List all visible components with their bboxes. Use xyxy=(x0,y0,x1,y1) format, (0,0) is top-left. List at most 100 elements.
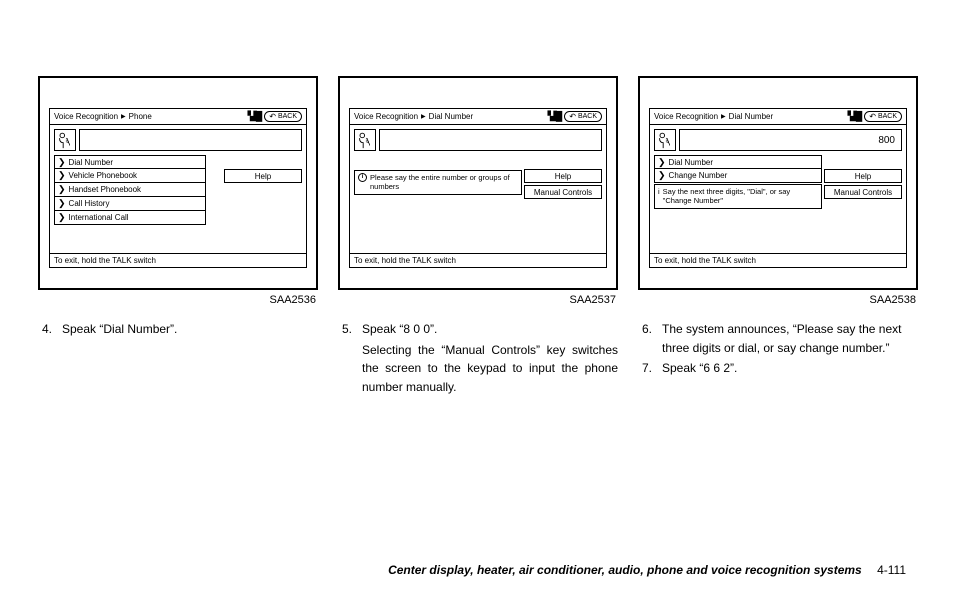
message-text: Please say the entire number or groups o… xyxy=(370,173,518,192)
help-button[interactable]: Help xyxy=(224,169,302,183)
voice-command-icon: ❯ xyxy=(58,157,66,168)
figure-number: SAA2536 xyxy=(38,294,318,306)
menu-item-vehicle-phonebook[interactable]: ❯Vehicle Phonebook xyxy=(54,169,206,183)
voice-input-row xyxy=(354,129,602,151)
back-label: BACK xyxy=(278,113,297,120)
info-icon: i xyxy=(658,187,660,206)
input-value: 800 xyxy=(878,135,895,146)
voice-input-field[interactable] xyxy=(79,129,302,151)
footer-text: To exit, hold the TALK switch xyxy=(354,256,456,265)
instruction-message: i Please say the entire number or groups… xyxy=(354,170,522,195)
screen-inner: Voice Recognition ▶ Phone ▝▟█ ↶BACK xyxy=(49,108,307,268)
signal-icon: ▝▟█ xyxy=(544,111,561,122)
header-right: ▝▟█ ↶BACK xyxy=(244,111,302,122)
figure-3: Voice Recognition ▶ Dial Number ▝▟█ ↶BAC… xyxy=(638,76,918,306)
screen-panel-3: Voice Recognition ▶ Dial Number ▝▟█ ↶BAC… xyxy=(638,76,918,290)
back-arrow-icon: ↶ xyxy=(269,112,276,121)
steps-3: 6. The system announces, “Please say the… xyxy=(638,320,918,378)
voice-command-icon: ❯ xyxy=(58,198,66,209)
menu-item-handset-phonebook[interactable]: ❯Handset Phonebook xyxy=(54,183,206,197)
figure-number: SAA2538 xyxy=(638,294,918,306)
voice-command-icon: ❯ xyxy=(658,170,666,181)
button-label: Help xyxy=(855,172,871,181)
button-label: Manual Controls xyxy=(534,188,592,197)
step-6: 6. The system announces, “Please say the… xyxy=(638,320,918,357)
header-right: ▝▟█ ↶BACK xyxy=(544,111,602,122)
step-5: 5. Speak “8 0 0”. xyxy=(338,320,618,339)
chevron-right-icon: ▶ xyxy=(721,113,726,120)
button-label: Help xyxy=(255,172,271,181)
footer-text: To exit, hold the TALK switch xyxy=(654,256,756,265)
menu-list: ❯Dial Number ❯Vehicle Phonebook ❯Handset… xyxy=(54,155,206,225)
instruction-message: i Say the next three digits, "Dial", or … xyxy=(654,184,822,209)
step-7: 7. Speak “6 6 2”. xyxy=(638,359,918,378)
voice-command-icon: ❯ xyxy=(58,212,66,223)
menu-item-international-call[interactable]: ❯International Call xyxy=(54,211,206,225)
manual-page: Voice Recognition ▶ Phone ▝▟█ ↶BACK xyxy=(0,0,954,603)
menu-item-call-history[interactable]: ❯Call History xyxy=(54,197,206,211)
back-label: BACK xyxy=(878,113,897,120)
back-arrow-icon: ↶ xyxy=(869,112,876,121)
item-label: Dial Number xyxy=(669,158,713,167)
item-label: Handset Phonebook xyxy=(69,185,142,194)
voice-command-icon: ❯ xyxy=(58,170,66,181)
menu-list: ❯Dial Number ❯Change Number xyxy=(654,155,822,183)
chevron-right-icon: ▶ xyxy=(121,113,126,120)
screen-inner: Voice Recognition ▶ Dial Number ▝▟█ ↶BAC… xyxy=(349,108,607,268)
figure-number: SAA2537 xyxy=(338,294,618,306)
manual-controls-button[interactable]: Manual Controls xyxy=(824,185,902,199)
back-button[interactable]: ↶BACK xyxy=(564,111,602,122)
back-button[interactable]: ↶BACK xyxy=(864,111,902,122)
button-label: Manual Controls xyxy=(834,188,892,197)
back-label: BACK xyxy=(578,113,597,120)
steps-1: 4. Speak “Dial Number”. xyxy=(38,320,318,339)
screen-footer: To exit, hold the TALK switch xyxy=(350,253,606,267)
steps-2: 5. Speak “8 0 0”. Selecting the “Manual … xyxy=(338,320,618,396)
side-buttons: Help Manual Controls xyxy=(824,169,902,199)
screen-panel-1: Voice Recognition ▶ Phone ▝▟█ ↶BACK xyxy=(38,76,318,290)
step-number: 4. xyxy=(38,320,52,339)
crumb-0: Voice Recognition xyxy=(654,112,718,121)
step-number: 5. xyxy=(338,320,352,339)
info-icon: i xyxy=(358,173,367,182)
screen-inner: Voice Recognition ▶ Dial Number ▝▟█ ↶BAC… xyxy=(649,108,907,268)
message-text: Say the next three digits, "Dial", or sa… xyxy=(663,187,818,206)
figure-1: Voice Recognition ▶ Phone ▝▟█ ↶BACK xyxy=(38,76,318,306)
help-button[interactable]: Help xyxy=(524,169,602,183)
item-label: Dial Number xyxy=(69,158,113,167)
signal-icon: ▝▟█ xyxy=(844,111,861,122)
col-3: Voice Recognition ▶ Dial Number ▝▟█ ↶BAC… xyxy=(638,76,918,396)
item-label: Change Number xyxy=(669,171,728,180)
back-button[interactable]: ↶BACK xyxy=(264,111,302,122)
step-text: Speak “8 0 0”. xyxy=(362,320,618,339)
footer-text: To exit, hold the TALK switch xyxy=(54,256,156,265)
step-text: The system announces, “Please say the ne… xyxy=(662,320,918,357)
crumb-1: Phone xyxy=(129,112,152,121)
step-number: 6. xyxy=(638,320,652,357)
crumb-0: Voice Recognition xyxy=(54,112,118,121)
voice-input-field[interactable] xyxy=(379,129,602,151)
speaking-head-icon xyxy=(54,129,76,151)
button-label: Help xyxy=(555,172,571,181)
page-footer: Center display, heater, air conditioner,… xyxy=(0,563,954,577)
side-buttons: Help xyxy=(224,169,302,183)
menu-item-dial-number[interactable]: ❯Dial Number xyxy=(54,155,206,169)
screen-footer: To exit, hold the TALK switch xyxy=(650,253,906,267)
crumb-1: Dial Number xyxy=(729,112,773,121)
breadcrumb: Voice Recognition ▶ Dial Number xyxy=(654,112,773,121)
speaking-head-icon xyxy=(654,129,676,151)
step-5-sub: Selecting the “Manual Controls” key swit… xyxy=(362,341,618,397)
menu-item-dial-number[interactable]: ❯Dial Number xyxy=(654,155,822,169)
voice-input-row xyxy=(54,129,302,151)
voice-input-field[interactable]: 800 xyxy=(679,129,902,151)
menu-item-change-number[interactable]: ❯Change Number xyxy=(654,169,822,183)
voice-command-icon: ❯ xyxy=(58,184,66,195)
chevron-right-icon: ▶ xyxy=(421,113,426,120)
step-text: Speak “6 6 2”. xyxy=(662,359,918,378)
screen-header: Voice Recognition ▶ Dial Number ▝▟█ ↶BAC… xyxy=(650,109,906,125)
manual-controls-button[interactable]: Manual Controls xyxy=(524,185,602,199)
screen-header: Voice Recognition ▶ Dial Number ▝▟█ ↶BAC… xyxy=(350,109,606,125)
help-button[interactable]: Help xyxy=(824,169,902,183)
signal-icon: ▝▟█ xyxy=(244,111,261,122)
step-text: Speak “Dial Number”. xyxy=(62,320,318,339)
